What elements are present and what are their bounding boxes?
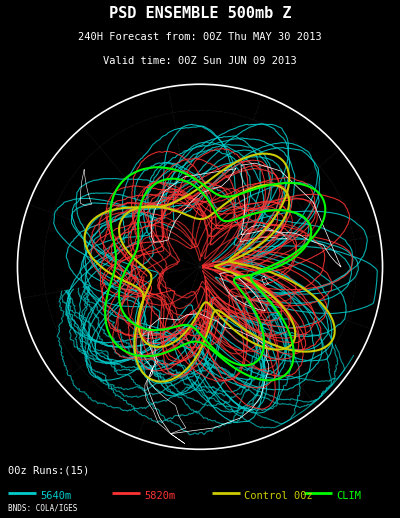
Text: 240H Forecast from: 00Z Thu MAY 30 2013: 240H Forecast from: 00Z Thu MAY 30 2013 (78, 32, 322, 41)
Text: 5640m: 5640m (40, 491, 71, 500)
Text: BNDS: COLA/IGES: BNDS: COLA/IGES (8, 503, 77, 512)
Text: Control 00z: Control 00z (244, 491, 313, 500)
Text: PSD ENSEMBLE 500mb Z: PSD ENSEMBLE 500mb Z (109, 6, 291, 21)
Text: 00z Runs:(15): 00z Runs:(15) (8, 466, 89, 476)
Text: 5820m: 5820m (144, 491, 175, 500)
Text: CLIM: CLIM (336, 491, 361, 500)
Circle shape (18, 84, 382, 449)
Text: Valid time: 00Z Sun JUN 09 2013: Valid time: 00Z Sun JUN 09 2013 (103, 56, 297, 66)
